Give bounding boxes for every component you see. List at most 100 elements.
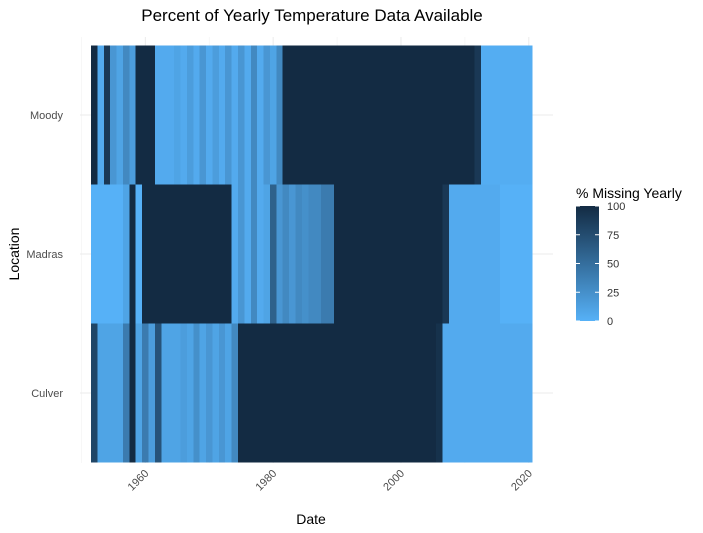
heatmap-tile [525, 323, 533, 463]
heatmap-tile [404, 184, 411, 324]
heatmap-tile [512, 45, 520, 185]
heatmap-tile [244, 45, 252, 185]
heatmap-tile [385, 45, 392, 185]
heatmap-tile [391, 45, 399, 185]
heatmap-tile [359, 323, 367, 463]
heatmap-tile [372, 323, 380, 463]
heatmap-tile [97, 184, 105, 324]
y-tick-label: Moody [30, 110, 64, 122]
heatmap-tile [250, 45, 258, 185]
heatmap-tile [308, 45, 316, 185]
heatmap-tile [385, 184, 392, 324]
heatmap-tile [148, 45, 156, 185]
heatmap-tile [193, 323, 201, 463]
heatmap-tile [346, 323, 354, 463]
heatmap-tile [429, 184, 437, 324]
heatmap-tile [269, 184, 277, 324]
heatmap-tile [519, 323, 527, 463]
heatmap-tile [269, 323, 277, 463]
heatmap-tile [206, 323, 213, 463]
heatmap-tile [397, 184, 405, 324]
heatmap-tile [142, 184, 149, 324]
legend-ticks: 0 25 50 75 100 [576, 201, 625, 328]
heatmap-tile [474, 323, 482, 463]
heatmap-tile [436, 45, 443, 185]
heatmap-tile [301, 45, 309, 185]
heatmap-tile [455, 184, 463, 324]
heatmap-tile [142, 45, 149, 185]
heatmap-tile [340, 323, 348, 463]
heatmap-tile [91, 323, 98, 463]
heatmap-tile [442, 184, 450, 324]
heatmap-tile [410, 184, 418, 324]
heatmap-tile [231, 184, 239, 324]
heatmap-tile [154, 323, 162, 463]
heatmap-tile [506, 323, 514, 463]
heatmap-tile [167, 184, 175, 324]
heatmap-tile [365, 45, 373, 185]
heatmap-tile [493, 45, 501, 185]
heatmap-tile [346, 184, 354, 324]
heatmap-tile [295, 323, 303, 463]
heatmap-tile [282, 45, 290, 185]
heatmap-tile [442, 323, 450, 463]
heatmap-tile [461, 184, 469, 324]
heatmap-tile [461, 45, 469, 185]
heatmap-tile [340, 184, 348, 324]
heatmap-tile [468, 184, 475, 324]
heatmap-tile [122, 45, 130, 185]
heatmap-tile [506, 184, 514, 324]
heatmap-tile [289, 184, 296, 324]
heatmap-tile [206, 184, 213, 324]
x-axis-title: Date [296, 511, 326, 527]
heatmap-tile [91, 45, 98, 185]
heatmap-tile [480, 184, 488, 324]
heatmap-tile [308, 323, 316, 463]
heatmap-tile [423, 45, 431, 185]
heatmap-tile [365, 323, 373, 463]
heatmap-tile [468, 45, 475, 185]
heatmap-tile [461, 323, 469, 463]
heatmap-tile [416, 184, 424, 324]
heatmap-tile [289, 323, 296, 463]
heatmap-tile [186, 184, 194, 324]
heatmap-tile [186, 323, 194, 463]
legend: % Missing Yearly 0 25 50 75 100 [576, 185, 682, 328]
heatmap-tile [448, 323, 456, 463]
heatmap-tile [225, 323, 233, 463]
heatmap-tile [448, 45, 456, 185]
heatmap-tile [244, 184, 252, 324]
heatmap-tile [142, 323, 149, 463]
heatmap-tile [263, 184, 271, 324]
heatmap-tile [116, 45, 124, 185]
heatmap-tile [129, 323, 137, 463]
legend-tick-label: 100 [607, 201, 625, 213]
heatmap-tile [333, 323, 341, 463]
heatmap-tile [493, 184, 501, 324]
heatmap-tile [135, 45, 143, 185]
heatmap-tile [110, 45, 117, 185]
y-tick-label: Madras [26, 249, 63, 261]
heatmap-tile [282, 184, 290, 324]
heatmap-tile [365, 184, 373, 324]
heatmap-tile [276, 323, 284, 463]
heatmap-tile [372, 45, 380, 185]
heatmap-tile [231, 45, 239, 185]
heatmap-tile [295, 45, 303, 185]
heatmap-tile [257, 45, 264, 185]
heatmap-tile [193, 184, 201, 324]
heatmap-tile [321, 45, 328, 185]
heatmap-tile [500, 323, 507, 463]
heatmap-tile [161, 323, 169, 463]
heatmap-tile [314, 184, 322, 324]
heatmap-tile [340, 45, 348, 185]
x-tick-label: 2000 [381, 468, 407, 494]
heatmap-tile [333, 184, 341, 324]
heatmap-tile [487, 45, 495, 185]
heatmap-tile [218, 323, 226, 463]
x-tick-label: 2020 [509, 468, 535, 494]
heatmap-tile [436, 184, 443, 324]
heatmap-tile [161, 184, 169, 324]
heatmap-tile [276, 45, 284, 185]
heatmap-tile [154, 45, 162, 185]
